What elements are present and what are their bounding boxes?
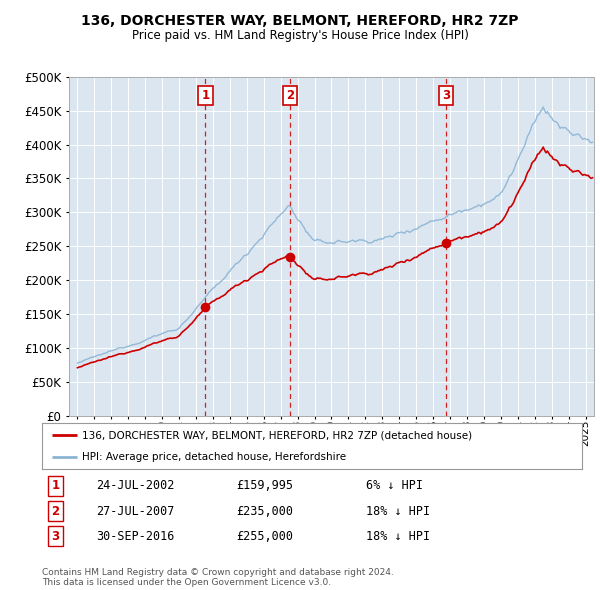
Text: 3: 3 (442, 89, 450, 102)
Text: 3: 3 (52, 530, 59, 543)
Text: 18% ↓ HPI: 18% ↓ HPI (366, 530, 430, 543)
Text: 6% ↓ HPI: 6% ↓ HPI (366, 480, 423, 493)
Text: £235,000: £235,000 (236, 504, 293, 517)
Text: £255,000: £255,000 (236, 530, 293, 543)
Text: HPI: Average price, detached house, Herefordshire: HPI: Average price, detached house, Here… (83, 451, 347, 461)
Text: 30-SEP-2016: 30-SEP-2016 (96, 530, 175, 543)
Text: 1: 1 (52, 480, 59, 493)
Text: 18% ↓ HPI: 18% ↓ HPI (366, 504, 430, 517)
Text: This data is licensed under the Open Government Licence v3.0.: This data is licensed under the Open Gov… (42, 578, 331, 587)
Text: £159,995: £159,995 (236, 480, 293, 493)
Text: 24-JUL-2002: 24-JUL-2002 (96, 480, 175, 493)
Text: 27-JUL-2007: 27-JUL-2007 (96, 504, 175, 517)
Text: 1: 1 (202, 89, 209, 102)
Text: Price paid vs. HM Land Registry's House Price Index (HPI): Price paid vs. HM Land Registry's House … (131, 30, 469, 42)
Text: 136, DORCHESTER WAY, BELMONT, HEREFORD, HR2 7ZP (detached house): 136, DORCHESTER WAY, BELMONT, HEREFORD, … (83, 431, 473, 441)
Text: Contains HM Land Registry data © Crown copyright and database right 2024.: Contains HM Land Registry data © Crown c… (42, 568, 394, 577)
Text: 2: 2 (286, 89, 295, 102)
Text: 2: 2 (52, 504, 59, 517)
Text: 136, DORCHESTER WAY, BELMONT, HEREFORD, HR2 7ZP: 136, DORCHESTER WAY, BELMONT, HEREFORD, … (81, 14, 519, 28)
